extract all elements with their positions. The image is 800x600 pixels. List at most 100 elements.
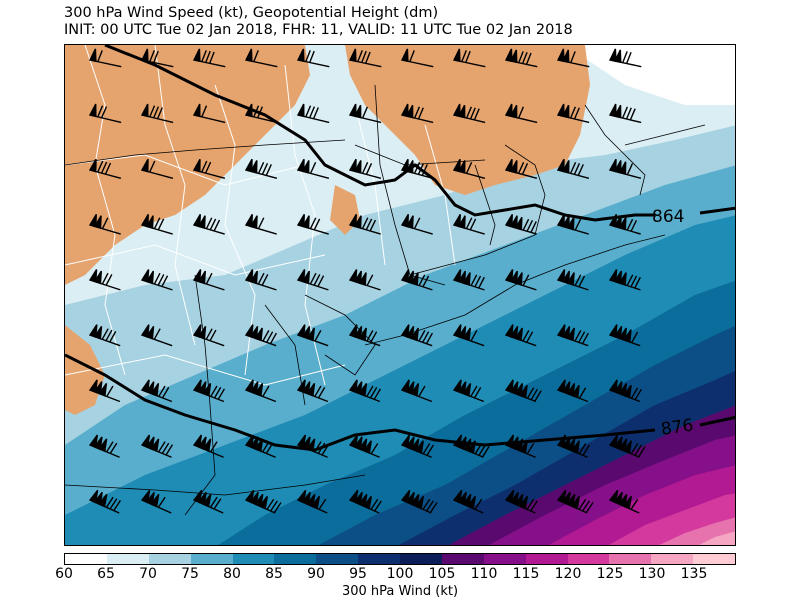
colorbar [64,553,736,565]
wind-barb [504,269,537,291]
colorbar-tick-label: 105 [428,566,456,582]
colorbar-segment [316,554,359,564]
wind-barb [192,434,224,458]
wind-barb [556,103,590,124]
wind-barb [192,213,225,235]
wind-barb [608,489,640,514]
wind-barb [608,379,642,403]
wind-barb [140,379,173,403]
wind-barb [88,489,122,514]
wind-barb [244,158,278,179]
wind-barb [244,324,278,347]
colorbar-tick-label: 70 [139,566,157,582]
wind-barb [88,324,121,347]
wind-barb [296,489,328,514]
wind-barb [88,269,121,291]
wind-barb [608,48,642,68]
wind-barb [348,434,380,458]
map-panel: 864 876 [64,44,736,546]
colorbar-tick-label: 100 [386,566,414,582]
colorbar-segment [651,554,694,564]
height-contour-876 [65,353,735,452]
wind-barb [192,269,225,291]
wind-barb [192,489,224,514]
wind-barb [140,213,173,235]
colorbar-segment [274,554,317,564]
map-title: 300 hPa Wind Speed (kt), Geopotential He… [64,5,439,21]
wind-barb [608,103,642,124]
contour-label-864: 864 [652,207,684,227]
wind-barb [88,213,121,235]
wind-barb [556,48,590,68]
wind-barbs [88,48,646,514]
wind-barb [244,269,277,291]
wind-barb [504,213,537,235]
colorbar-tick-label: 85 [265,566,283,582]
wind-barb [400,489,438,514]
wind-barb [556,489,594,514]
colorbar-tick-label: 110 [470,566,498,582]
wind-barb [400,379,433,403]
colorbar-label: 300 hPa Wind (kt) [341,584,459,599]
wind-barb [296,48,330,68]
wind-barb [296,213,329,235]
wind-barb [452,434,490,458]
colorbar-segment [609,554,652,564]
colorbar-segment [693,554,735,564]
colorbar-tick-label: 75 [181,566,199,582]
wind-barb [400,269,433,291]
wind-barb [296,103,330,124]
wind-barb [244,489,282,514]
colorbar-segment [441,554,484,564]
colorbar-segment [232,554,275,564]
wind-barb [140,158,174,179]
map-subtitle: INIT: 00 UTC Tue 02 Jan 2018, FHR: 11, V… [64,22,573,38]
wind-barb [140,103,174,124]
wind-barb [88,103,122,124]
colorbar-segment [148,554,191,564]
wind-barb [348,103,382,124]
wind-barb [400,434,434,458]
wind-barb [296,269,329,291]
wind-barb [608,324,641,347]
wind-barb [556,269,589,291]
colorbar-tick-label: 135 [680,566,708,582]
wind-barb [452,48,486,68]
colorbar-tick-label: 120 [554,566,582,582]
colorbar-tick-label: 115 [512,566,540,582]
wind-barb [608,269,641,291]
wind-barb [608,213,641,235]
wind-barb [88,158,122,179]
wind-barb [296,324,329,347]
colorbar-tick-label: 125 [596,566,624,582]
colorbar-tick-label: 95 [349,566,367,582]
colorbar-ticks: 60 65 70 75 80 85 90 95 100 105 110 115 120 125 130 135 [55,566,736,584]
colorbar-segment [106,554,149,564]
wind-barb [452,324,485,347]
wind-barb [192,48,226,68]
colorbar-tick-label: 90 [307,566,325,582]
colorbar-segment [400,554,442,564]
wind-barb [88,48,122,68]
wind-barb [400,48,434,68]
colorbar-segment [525,554,568,564]
wind-barb [452,213,485,235]
wind-barb [348,48,382,68]
wind-barb [244,103,278,124]
wind-barb [348,324,381,347]
colorbar-tick-label: 60 [55,566,73,582]
wind-barb [504,158,538,179]
wind-barb [140,434,174,458]
wind-barb [192,158,226,179]
wind-barb [608,158,642,179]
wind-barb [192,379,226,403]
wind-barb [296,379,329,403]
wind-barb [140,48,174,68]
colorbar-segment [190,554,233,564]
colorbar-tick-label: 130 [638,566,666,582]
wind-barb [348,213,381,235]
wind-barb [504,379,542,403]
state-boundaries [65,84,706,516]
wind-barb [400,158,434,179]
wind-barb [504,48,538,68]
